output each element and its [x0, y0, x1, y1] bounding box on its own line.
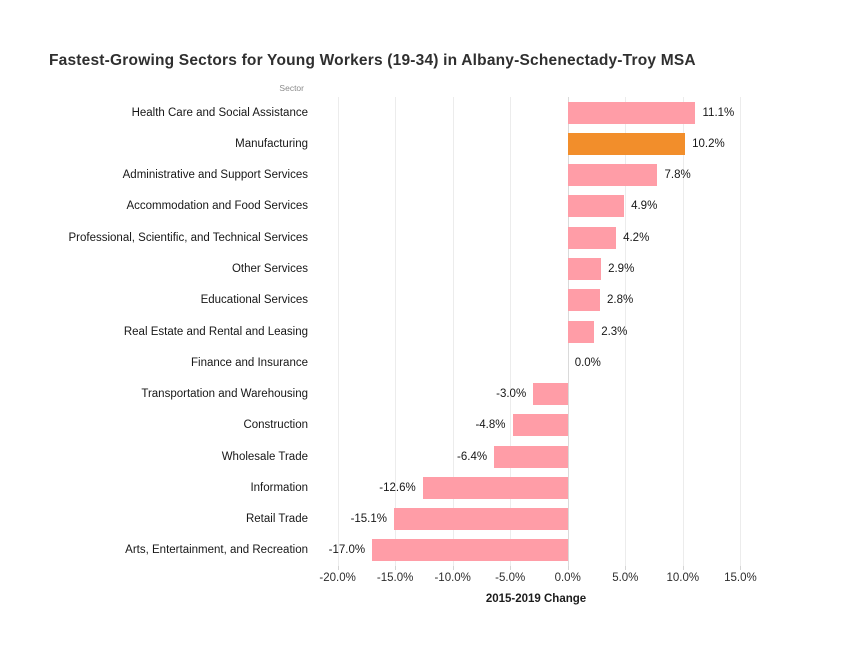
gridline — [510, 97, 512, 566]
bar-value-label: -6.4% — [457, 450, 488, 463]
category-label: Accommodation and Food Services — [126, 200, 308, 213]
bar[interactable] — [567, 226, 616, 249]
bar-value-label: -17.0% — [328, 544, 366, 557]
bar-value-label: 0.0% — [574, 356, 601, 369]
bar[interactable] — [372, 539, 568, 562]
bar-value-label: 2.9% — [608, 263, 635, 275]
category-labels: Health Care and Social Assistance Manufac… — [0, 97, 309, 566]
bar[interactable] — [567, 258, 602, 280]
bar-value-label: -12.6% — [379, 481, 416, 494]
category-label: Educational Services — [200, 294, 308, 307]
x-tick-mark — [510, 566, 512, 570]
x-tick-mark — [567, 566, 569, 570]
bar[interactable] — [422, 476, 568, 499]
category-label: Construction — [243, 419, 308, 432]
bar[interactable] — [567, 132, 686, 155]
x-tick-label: -10.0% — [434, 572, 471, 584]
x-axis-title: 2015-2019 Change — [485, 593, 587, 605]
gridline — [740, 97, 742, 566]
bar[interactable] — [567, 195, 625, 218]
x-tick-label: -15.0% — [376, 572, 414, 584]
category-axis-title: Sector — [279, 83, 304, 93]
x-tick-mark — [337, 566, 339, 570]
bar-value-label: 2.8% — [607, 294, 634, 307]
bar-value-label: 4.2% — [623, 231, 650, 244]
bar-value-label: -15.1% — [350, 513, 387, 526]
gridline — [337, 97, 339, 566]
bar[interactable] — [394, 508, 568, 531]
bar-value-label: 2.3% — [601, 325, 628, 338]
gridline — [682, 97, 684, 566]
category-label: Professional, Scientific, and Technical … — [68, 231, 309, 244]
x-tick-mark — [682, 566, 684, 570]
bar[interactable] — [533, 383, 568, 405]
bar[interactable] — [512, 414, 568, 437]
category-label: Health Care and Social Assistance — [131, 106, 308, 119]
category-label: Finance and Insurance — [191, 356, 308, 369]
x-tick-mark — [452, 566, 454, 570]
x-axis: -20.0% -15.0% -10.0% -5.0% 0.0% 5.0% 10.0% 15.0… — [318, 566, 768, 592]
gridline — [452, 97, 454, 566]
x-tick-label: 5.0% — [612, 572, 639, 584]
bar-value-label: 7.8% — [664, 169, 691, 182]
bar-value-label: 10.2% — [692, 137, 725, 150]
bar[interactable] — [567, 164, 658, 187]
x-tick-mark — [740, 566, 742, 570]
bar-value-label: 11.1% — [702, 106, 735, 119]
chart-title: Fastest-Growing Sectors for Young Worker… — [49, 52, 696, 69]
plot-area: 11.1% 10.2% 7.8% 4.9% 4.2% 2.9% 2.8% 2.3% 0.0% -3… — [318, 97, 768, 566]
bar[interactable] — [567, 320, 595, 343]
x-tick-label: 0.0% — [554, 572, 581, 584]
category-label: Real Estate and Rental and Leasing — [123, 325, 308, 338]
x-tick-label: 10.0% — [666, 572, 700, 584]
x-tick-label: -5.0% — [495, 572, 526, 584]
category-label: Arts, Entertainment, and Recreation — [125, 544, 308, 557]
category-label: Other Services — [231, 262, 308, 275]
bar-value-label: 4.9% — [631, 200, 658, 213]
x-tick-mark — [625, 566, 627, 570]
x-tick-mark — [395, 566, 397, 570]
bar[interactable] — [494, 445, 568, 468]
gridline — [395, 97, 397, 566]
gridline — [625, 97, 627, 566]
category-label: Wholesale Trade — [221, 450, 308, 463]
category-label: Information — [250, 481, 308, 494]
bar[interactable] — [567, 289, 600, 312]
category-label: Manufacturing — [235, 137, 308, 150]
category-label: Transportation and Warehousing — [141, 388, 308, 401]
category-label: Retail Trade — [245, 513, 308, 526]
bar[interactable] — [567, 101, 696, 124]
category-label: Administrative and Support Services — [122, 169, 308, 182]
bar-value-label: -4.8% — [475, 419, 506, 432]
x-tick-label: 15.0% — [724, 572, 757, 584]
x-tick-label: -20.0% — [319, 572, 356, 584]
bar-value-label: -3.0% — [496, 388, 527, 400]
